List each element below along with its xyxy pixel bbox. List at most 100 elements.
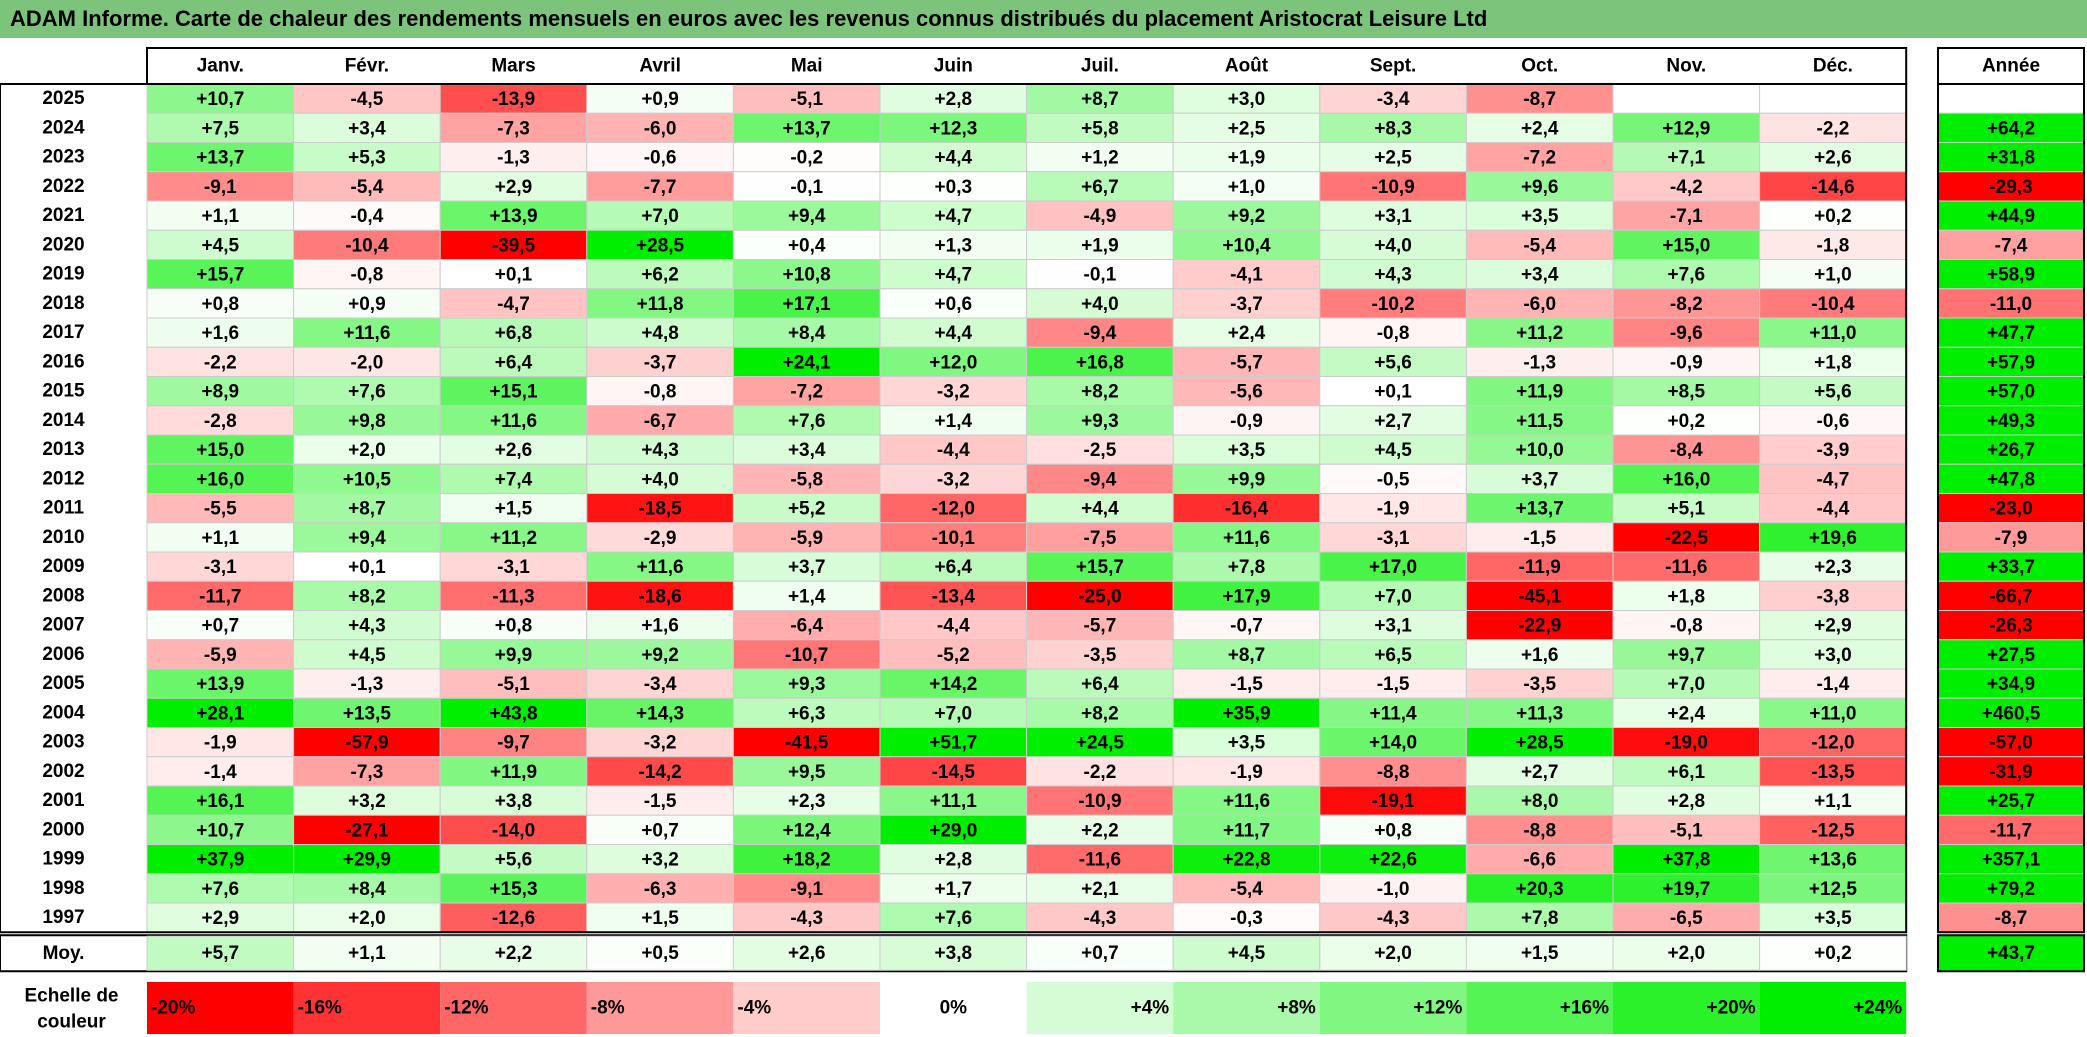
- heatmap-cell: [293, 405, 441, 436]
- cell-value: +29,0: [929, 820, 977, 841]
- cell-value: +5,6: [1374, 352, 1412, 373]
- cell-value: +6,8: [495, 323, 533, 344]
- heatmap-cell: [1172, 639, 1321, 670]
- average-cell: [1465, 935, 1614, 971]
- cell-value: -4,4: [937, 616, 970, 637]
- heatmap-cell: [879, 112, 1028, 143]
- cell-value: -0,5: [1377, 469, 1410, 490]
- cell-value: +9,3: [1081, 411, 1119, 432]
- cell-value: +1,1: [1814, 791, 1852, 812]
- cell-value: -3,5: [1084, 645, 1117, 666]
- year-label: 2020: [42, 234, 84, 255]
- cell-value: -22,5: [1665, 528, 1709, 549]
- heatmap-cell: [879, 83, 1028, 114]
- scale-step-label: +24%: [1853, 998, 1902, 1019]
- cell-value: -18,5: [638, 499, 682, 520]
- heatmap-cell: [1465, 756, 1614, 787]
- heatmap-cell: [1172, 317, 1321, 348]
- cell-value: +8,2: [1081, 703, 1119, 724]
- annual-value: +33,7: [1987, 557, 2035, 578]
- cell-value: +10,7: [196, 820, 244, 841]
- cell-value: +8,3: [1374, 118, 1412, 139]
- annual-cell: [1937, 229, 2085, 260]
- year-label: 2025: [42, 88, 85, 109]
- cell-value: -1,3: [497, 148, 530, 169]
- average-value: +3,8: [935, 943, 973, 964]
- year-label: 2024: [42, 117, 85, 138]
- annual-value: +79,2: [1987, 879, 2035, 900]
- cell-value: +35,9: [1222, 703, 1270, 724]
- cell-value: +1,9: [1081, 235, 1119, 256]
- scale-step-label: +20%: [1706, 998, 1755, 1019]
- heatmap-cell: [879, 610, 1028, 641]
- cell-value: -9,4: [1084, 469, 1117, 490]
- cell-value: +6,5: [1374, 645, 1412, 666]
- heatmap-cell: [1759, 639, 1907, 670]
- cell-value: -0,2: [790, 148, 823, 169]
- cell-value: -1,5: [1230, 674, 1263, 695]
- heatmap-cell: [439, 112, 588, 143]
- cell-value: -7,2: [790, 382, 823, 403]
- cell-value: -4,2: [1670, 177, 1703, 198]
- cell-value: +11,1: [930, 791, 977, 812]
- heatmap-cell: [1172, 346, 1321, 377]
- year-label: 2019: [42, 264, 84, 285]
- heatmap-cell: [439, 493, 588, 524]
- cell-value: -2,2: [204, 352, 237, 373]
- heatmap-cell: [1026, 610, 1174, 641]
- annual-value: +27,5: [1987, 645, 2036, 666]
- heatmap-cell: [439, 756, 588, 787]
- average-value: +0,5: [641, 943, 679, 964]
- cell-value: +19,6: [1809, 528, 1857, 549]
- average-value: +2,6: [788, 943, 826, 964]
- annual-value: +34,9: [1987, 674, 2035, 695]
- heatmap-cell: [732, 171, 881, 202]
- cell-value: +3,5: [1814, 908, 1852, 929]
- cell-value: +6,1: [1668, 762, 1706, 783]
- heatmap-cell: [879, 463, 1028, 494]
- heatmap-cell: [732, 727, 881, 758]
- month-header: Déc.: [1813, 56, 1853, 77]
- cell-value: +6,7: [1081, 177, 1119, 198]
- cell-value: +11,9: [1516, 382, 1563, 403]
- cell-value: -11,3: [492, 586, 534, 607]
- heatmap-cell: [732, 434, 881, 465]
- cell-value: +11,2: [490, 528, 537, 549]
- annual-cell: [1937, 902, 2085, 933]
- heatmap-cell: [1759, 756, 1907, 787]
- cell-value: +3,7: [1521, 469, 1559, 490]
- cell-value: -11,6: [1079, 850, 1121, 871]
- cell-value: +2,9: [495, 177, 533, 198]
- cell-value: +3,4: [348, 118, 386, 139]
- annual-value: -8,7: [1995, 908, 2028, 929]
- cell-value: -12,0: [1811, 733, 1854, 754]
- cell-value: +9,2: [641, 645, 679, 666]
- heatmap-cell: [293, 112, 441, 143]
- annual-value: +47,8: [1987, 469, 2035, 490]
- heatmap-cell: [146, 434, 295, 465]
- heatmap-cell: [732, 873, 881, 904]
- cell-value: +0,3: [935, 177, 973, 198]
- annual-frame: [1937, 83, 2085, 934]
- cell-value: +3,2: [641, 850, 679, 871]
- cell-value: +14,3: [636, 703, 684, 724]
- cell-value: -8,2: [1670, 294, 1703, 315]
- cell-value: -41,5: [785, 733, 829, 754]
- heatmap-cell: [439, 580, 588, 611]
- cell-value: +15,3: [489, 879, 537, 900]
- cell-value: -1,4: [1817, 674, 1850, 695]
- heatmap-cell: [732, 229, 881, 260]
- annual-value: +357,1: [1982, 850, 2041, 871]
- cell-value: +2,8: [1668, 791, 1706, 812]
- heatmap-cell: [1465, 902, 1614, 933]
- annual-value: +57,9: [1987, 352, 2035, 373]
- cell-value: -1,9: [1377, 499, 1410, 520]
- scale-label: Echelle de: [25, 986, 119, 1007]
- heatmap-cell: [1172, 200, 1321, 231]
- cell-value: +0,1: [348, 557, 386, 578]
- heatmap-cell: [1172, 902, 1321, 933]
- heatmap-cell: [146, 668, 295, 699]
- heatmap-cell: [732, 493, 881, 524]
- heatmap-cell: [293, 756, 441, 787]
